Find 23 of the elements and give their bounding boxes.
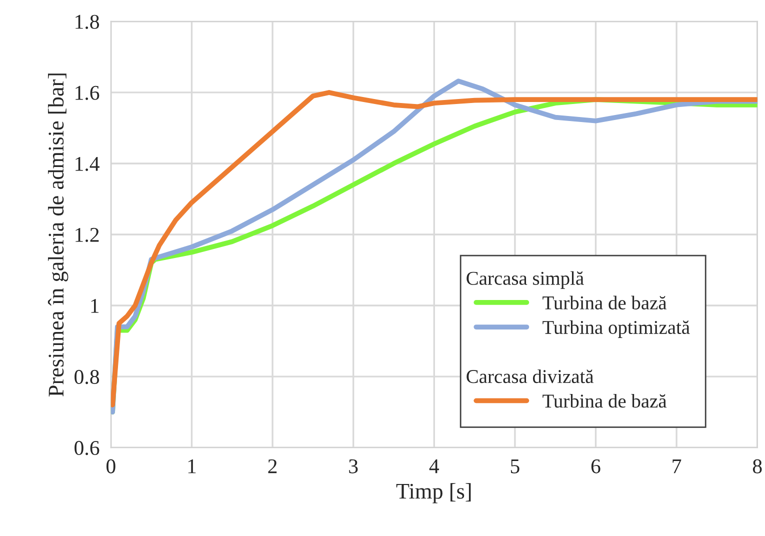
- x-axis-title: Timp [s]: [396, 483, 471, 504]
- y-tick-label: 0.8: [74, 370, 100, 384]
- x-tick-label: 4: [429, 459, 440, 474]
- x-tick-label: 8: [752, 459, 762, 474]
- annotation: Carcasa simplă: [466, 271, 584, 289]
- y-tick-label: 1.4: [76, 156, 100, 172]
- legend-label: Turbina de bază: [542, 394, 667, 408]
- legend-label: Turbina optimizată: [542, 320, 690, 338]
- y-tick-label: 1.2: [76, 228, 99, 242]
- x-tick-label: 7: [672, 459, 682, 474]
- y-tick-label: 0.6: [74, 440, 100, 456]
- x-tick-label: 3: [349, 459, 358, 474]
- x-tick-label: 2: [268, 459, 277, 474]
- x-tick-label: 1: [188, 459, 196, 474]
- legend-label: Turbina de bază: [542, 296, 667, 310]
- annotation: Carcasa divizată: [466, 369, 594, 384]
- x-tick-label: 5: [510, 459, 520, 474]
- y-tick-label: 1.6: [76, 86, 100, 100]
- x-tick-label: 6: [591, 459, 600, 474]
- y-tick-label: 1: [91, 298, 99, 313]
- x-tick-label: 0: [106, 459, 116, 474]
- y-tick-label: 1.8: [76, 14, 100, 29]
- y-axis-title: Presiunea în galeria de admisie [bar]: [48, 74, 68, 396]
